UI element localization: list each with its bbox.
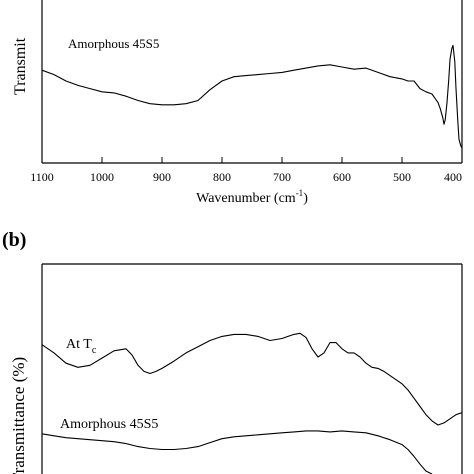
panel-b-chart: (b) Transmittance (%) At Tc Amorphous 45… [2,229,463,474]
panel-a-x-tick-label: 900 [153,170,171,184]
panel-a-chart: Transmit 1100 1000 900 800 700 600 500 400 Amor… [12,0,463,206]
panel-a-x-tick-label: 1000 [90,170,114,184]
panel-b-series-group [41,332,463,474]
panel-a-x-tick-label: 400 [444,170,462,184]
panel-a-x-tick-label: 600 [333,170,351,184]
panel-b-series-label-tc: At Tc [66,337,97,356]
panel-b-ylabel: Transmittance (%) [9,357,28,474]
panel-a-x-ticks: 1100 1000 900 800 700 600 500 400 [30,157,463,184]
panel-b-series-tc-line [41,332,463,426]
panel-a-series-group [41,44,463,149]
panel-b-series-amorphous-line [41,430,433,474]
panel-a-x-tick-label: 800 [213,170,231,184]
panel-a-series-label: Amorphous 45S5 [68,36,159,51]
panel-a-xlabel: Wavenumber (cm-1) [196,188,308,206]
panel-b-series-label-amorphous: Amorphous 45S5 [60,417,158,432]
panel-a-x-tick-label: 700 [273,170,291,184]
panel-a-x-tick-label: 1100 [30,170,54,184]
panel-b-label: (b) [2,229,26,251]
panel-a-series-amorphous-line [41,44,463,149]
panel-a-x-tick-label: 500 [393,170,411,184]
panel-a-ylabel: Transmit [12,37,29,95]
